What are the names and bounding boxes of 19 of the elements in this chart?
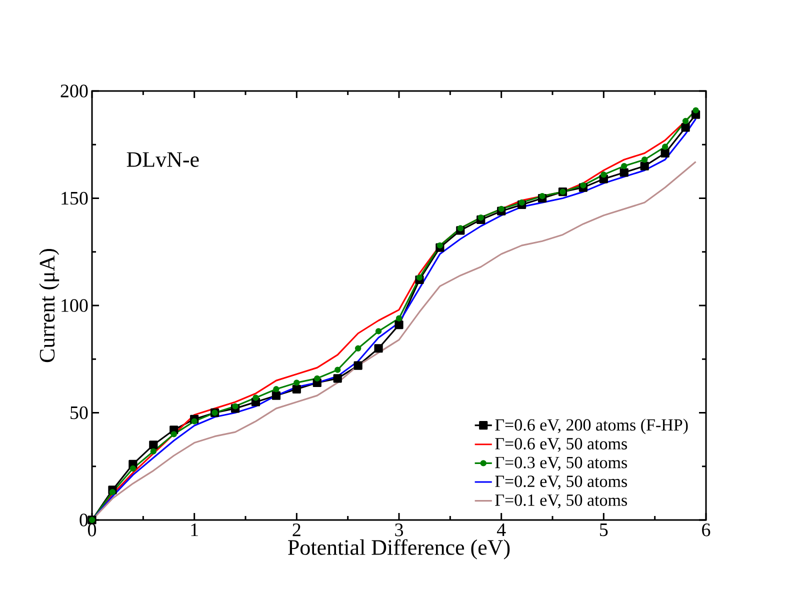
- x-tick-label: 3: [395, 524, 404, 536]
- y-axis-title: Current (μA): [39, 248, 60, 362]
- y-tick-label: 50: [70, 406, 88, 420]
- x-tick-label: 6: [702, 524, 710, 536]
- y-tick-label: 150: [62, 192, 88, 205]
- legend-label: Γ=0.3 eV, 50 atoms: [495, 456, 627, 471]
- x-axis-title: Potential Difference (eV): [288, 539, 510, 560]
- y-tick-label: 100: [62, 299, 88, 312]
- x-tick-label: 2: [292, 524, 300, 536]
- x-tick-label: 5: [600, 524, 608, 536]
- legend-label: Γ=0.1 eV, 50 atoms: [495, 494, 627, 508]
- x-tick-label: 0: [88, 524, 96, 536]
- x-tick-label: 1: [191, 524, 198, 536]
- x-tick-label: 4: [496, 524, 506, 536]
- legend-label: Γ=0.6 eV, 200 atoms (F-HP): [495, 418, 688, 434]
- annotation: DLvN-e: [126, 152, 199, 167]
- legend-label: Γ=0.6 eV, 50 atoms: [495, 438, 627, 452]
- y-tick-label: 200: [60, 84, 88, 98]
- legend-label: Γ=0.2 eV, 50 atoms: [495, 476, 627, 490]
